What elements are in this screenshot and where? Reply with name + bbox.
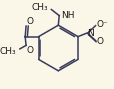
Text: NH: NH [61,11,74,20]
Text: O⁻: O⁻ [96,20,107,29]
Text: CH₃: CH₃ [0,47,16,56]
Text: O: O [26,17,33,26]
Text: ⁺: ⁺ [88,29,92,35]
Text: O: O [26,46,33,55]
Text: O: O [96,37,102,46]
Text: N: N [87,29,93,38]
Text: CH₃: CH₃ [31,3,47,12]
